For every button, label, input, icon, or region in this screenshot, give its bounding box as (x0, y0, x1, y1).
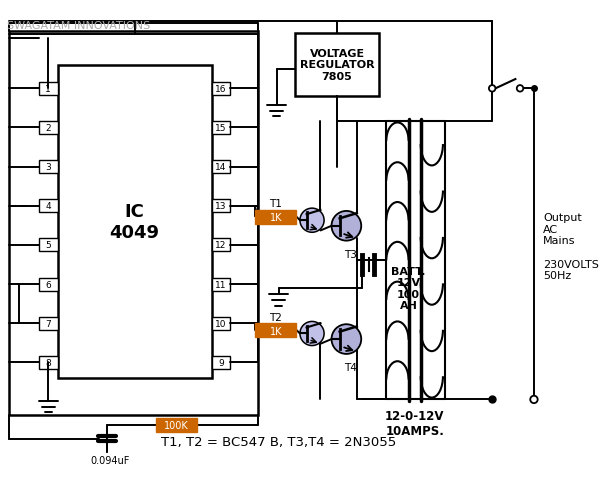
Text: SWAGATAM INNOVATIONS: SWAGATAM INNOVATIONS (7, 21, 151, 31)
Bar (9, 32, 258, 415)
Bar (39, 200, 58, 213)
Bar (212, 317, 230, 330)
Bar (256, 211, 296, 225)
Text: 16: 16 (215, 84, 227, 94)
Bar (156, 418, 197, 432)
Text: 1K: 1K (269, 213, 282, 223)
Text: 2: 2 (46, 124, 51, 132)
Text: 14: 14 (215, 163, 227, 172)
Text: 15: 15 (215, 124, 227, 132)
Circle shape (332, 212, 361, 241)
Bar (386, 121, 445, 399)
Text: 8: 8 (46, 358, 51, 367)
Text: 6: 6 (46, 280, 51, 289)
Bar (58, 66, 212, 378)
Bar (39, 83, 58, 96)
Bar (212, 200, 230, 213)
Bar (256, 324, 296, 337)
Text: T1: T1 (269, 199, 282, 209)
Text: 0.094uF: 0.094uF (90, 455, 130, 465)
Bar (212, 356, 230, 369)
Text: 10: 10 (215, 319, 227, 328)
Bar (212, 239, 230, 252)
Bar (39, 278, 58, 291)
Circle shape (489, 86, 496, 92)
Bar (212, 83, 230, 96)
Text: 3: 3 (46, 163, 51, 172)
Circle shape (530, 396, 538, 403)
Text: 5: 5 (46, 241, 51, 250)
Circle shape (517, 86, 523, 92)
Text: 4: 4 (46, 202, 51, 211)
Text: VOLTAGE
REGULATOR
7805: VOLTAGE REGULATOR 7805 (300, 48, 374, 82)
Text: 1K: 1K (269, 326, 282, 336)
Circle shape (332, 324, 361, 354)
Text: 100K: 100K (164, 420, 189, 431)
Text: 11: 11 (215, 280, 227, 289)
Text: Output
AC
Mains

230VOLTS
50Hz: Output AC Mains 230VOLTS 50Hz (543, 213, 599, 281)
Bar (39, 317, 58, 330)
Bar (212, 278, 230, 291)
Bar (39, 161, 58, 174)
Circle shape (300, 322, 324, 346)
Text: BATT.
12V
100
AH: BATT. 12V 100 AH (391, 266, 426, 311)
Text: IC
4049: IC 4049 (110, 203, 160, 241)
Bar (39, 122, 58, 135)
Bar (39, 239, 58, 252)
Text: T3: T3 (344, 249, 356, 259)
Text: T4: T4 (344, 362, 356, 372)
Text: 7: 7 (46, 319, 51, 328)
Text: 1: 1 (46, 84, 51, 94)
Text: T2: T2 (269, 312, 282, 322)
Text: 9: 9 (218, 358, 224, 367)
Text: 12: 12 (215, 241, 227, 250)
Circle shape (300, 209, 324, 233)
Bar (39, 356, 58, 369)
Bar (212, 161, 230, 174)
Text: T1, T2 = BC547 B, T3,T4 = 2N3055: T1, T2 = BC547 B, T3,T4 = 2N3055 (161, 435, 396, 448)
Text: 12-0-12V
10AMPS.: 12-0-12V 10AMPS. (385, 409, 445, 437)
Text: 13: 13 (215, 202, 227, 211)
Bar (212, 122, 230, 135)
Bar (295, 34, 379, 96)
